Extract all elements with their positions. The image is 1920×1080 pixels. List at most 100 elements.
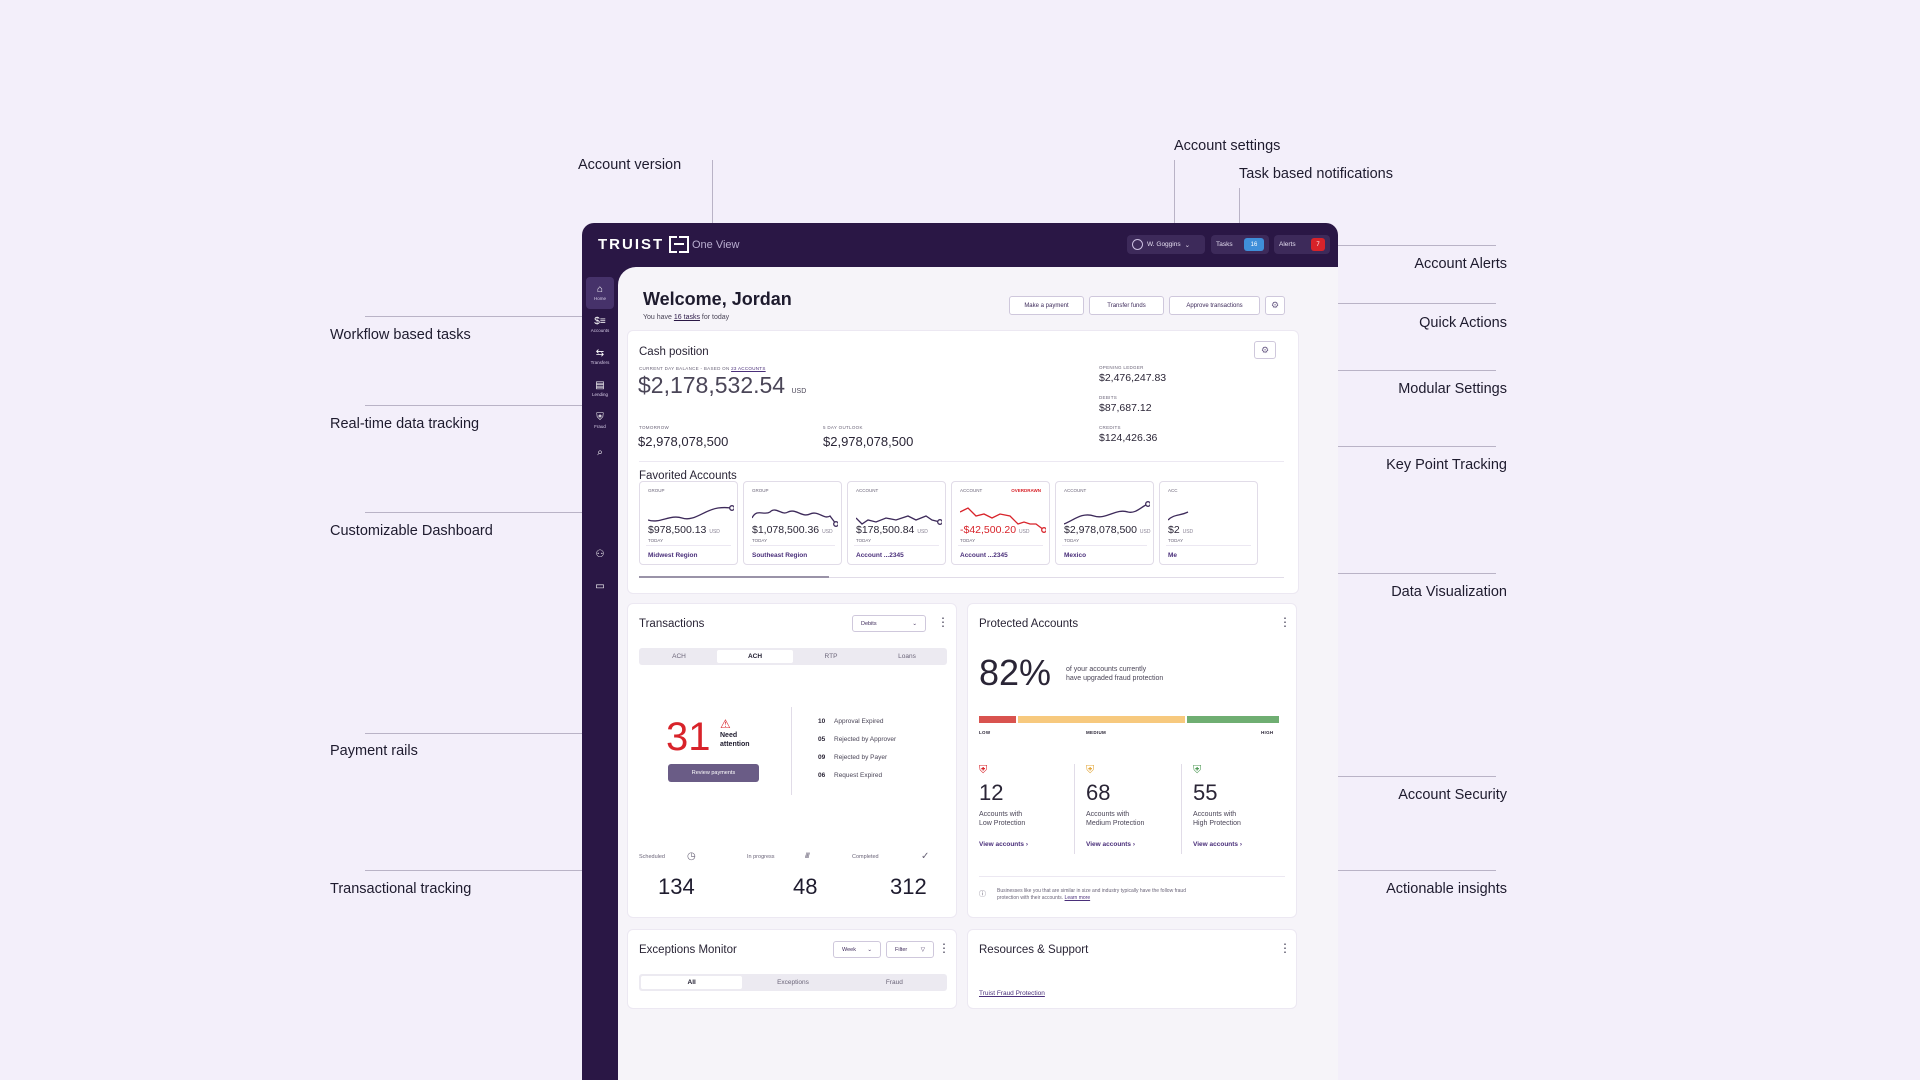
tab-fraud[interactable]: Fraud <box>885 979 903 986</box>
account-settings-button[interactable]: W. Goggins ⌄ <box>1127 235 1205 254</box>
tab-all[interactable]: All <box>641 976 743 989</box>
exception-row[interactable]: 09 Rejected by Payer <box>818 754 887 761</box>
balance-currency: USD <box>1182 529 1194 535</box>
exception-label: Request Expired <box>834 772 883 779</box>
quick-actions-settings-button[interactable]: ⚙ <box>1265 296 1285 315</box>
divider <box>750 545 835 546</box>
exception-row[interactable]: 10 Approval Expired <box>818 718 884 725</box>
period-dropdown[interactable]: Week ⌄ <box>833 941 881 958</box>
account-type: GROUP <box>648 488 665 493</box>
sidebar-item-accounts[interactable]: $≡ Accounts <box>582 309 618 341</box>
sparkline-chart <box>960 507 1046 533</box>
favorite-account-card[interactable]: ACC $2 USD TODAY Me <box>1159 481 1258 565</box>
annotation-line <box>1320 303 1496 304</box>
filter-label: Filter <box>895 946 908 953</box>
info-icon: ⓘ <box>979 891 986 898</box>
more-options-icon[interactable]: ⋮ <box>1279 615 1291 629</box>
opening-ledger-value: $2,476,247.83 <box>1099 372 1167 384</box>
sidebar-item-messages[interactable]: ▭ <box>582 571 618 603</box>
brand-name: TRUIST <box>598 236 665 253</box>
exceptions-tabs: All Exceptions Fraud <box>639 974 947 991</box>
sparkline-chart <box>1168 511 1189 521</box>
favorite-account-card[interactable]: ACCOUNT $2,978,078,500 USD TODAY Mexico <box>1055 481 1154 565</box>
outlook-value: $2,978,078,500 <box>823 434 914 449</box>
account-name-link[interactable]: Southeast Region <box>752 552 808 559</box>
alerts-button[interactable]: Alerts 7 <box>1274 235 1330 254</box>
annotation-account-alerts: Account Alerts <box>1414 256 1507 272</box>
completed-label: Completed <box>852 854 879 860</box>
account-name-link[interactable]: Account ...2345 <box>960 552 1008 559</box>
protection-label-line2: Low Protection <box>979 820 1026 827</box>
users-icon: ⚇ <box>595 549 605 560</box>
annotation-actionable: Actionable insights <box>1386 881 1507 897</box>
favorited-accounts-title: Favorited Accounts <box>639 470 737 482</box>
favorite-account-card[interactable]: ACCOUNT $178,500.84 USD TODAY Account ...23… <box>847 481 946 565</box>
view-accounts-link[interactable]: View accounts › <box>979 841 1028 848</box>
more-options-icon[interactable]: ⋮ <box>938 941 950 955</box>
protection-bar-medium <box>1018 716 1185 723</box>
make-payment-button[interactable]: Make a payment <box>1009 296 1084 315</box>
warning-icon: ⚠ <box>720 717 731 731</box>
gear-icon: ⚙ <box>1270 300 1280 310</box>
sidebar-item-search[interactable]: ⌕ <box>582 437 618 469</box>
filter-icon: ▽ <box>920 946 925 953</box>
transaction-type-dropdown[interactable]: Debits ⌄ <box>852 615 926 632</box>
account-name-link[interactable]: Me <box>1168 552 1178 559</box>
sidebar-item-transfers[interactable]: ⇆ Transfers <box>582 341 618 373</box>
approve-transactions-button[interactable]: Approve transactions <box>1169 296 1260 315</box>
review-payments-button[interactable]: Review payments <box>668 764 759 782</box>
cash-position-settings-button[interactable]: ⚙ <box>1254 341 1276 359</box>
transfer-funds-button[interactable]: Transfer funds <box>1089 296 1164 315</box>
message-icon: ▭ <box>595 581 605 592</box>
sidebar-item-lending[interactable]: ▤ Lending <box>582 373 618 405</box>
annotation-line <box>1272 776 1496 777</box>
tab-ach-1[interactable]: ACH <box>672 653 686 660</box>
medium-label: MEDIUM <box>1086 730 1107 735</box>
protection-label: Accounts with Low Protection <box>979 810 1025 828</box>
sidebar-item-home[interactable]: ⌂ Home <box>586 277 614 309</box>
sidebar-label: Home <box>593 296 606 301</box>
tasks-button[interactable]: Tasks 16 <box>1211 235 1269 254</box>
sparkline-chart <box>648 505 734 522</box>
accounts-link[interactable]: 23 ACCOUNTS <box>731 366 766 371</box>
annotation-realtime: Real-time data tracking <box>330 416 480 432</box>
balance-value: -$42,500.20 <box>960 524 1017 536</box>
learn-more-link[interactable]: Learn more <box>1064 895 1091 901</box>
sidebar-item-fraud[interactable]: ⛨ Fraud <box>582 405 618 437</box>
view-accounts-link[interactable]: View accounts › <box>1086 841 1135 848</box>
exception-row[interactable]: 06 Request Expired <box>818 772 882 779</box>
tab-loans[interactable]: Loans <box>898 653 916 660</box>
tab-exceptions[interactable]: Exceptions <box>777 979 809 986</box>
favorites-carousel[interactable]: GROUP $978,500.13 USD TODAY Midwest Region G… <box>639 331 1289 595</box>
exception-row[interactable]: 05 Rejected by Approver <box>818 736 896 743</box>
tasks-link[interactable]: 16 tasks <box>673 314 700 321</box>
tab-ach-2[interactable]: ACH <box>717 650 793 663</box>
favorite-account-card[interactable]: ACCOUNT OVERDRAWN -$42,500.20 USD TODAY Acco… <box>951 481 1050 565</box>
account-version[interactable]: One View <box>692 239 740 251</box>
protection-label-line1: Accounts with <box>979 811 1023 818</box>
annotation-line <box>712 160 713 232</box>
more-options-icon[interactable]: ⋮ <box>937 615 949 629</box>
medium-protection-shield-icon: ⛨ <box>1086 764 1095 776</box>
carousel-scroll-thumb[interactable] <box>639 576 829 578</box>
favorite-account-card[interactable]: GROUP $1,078,500.36 USD TODAY Southeast Reg… <box>743 481 842 565</box>
account-name-link[interactable]: Mexico <box>1064 552 1087 559</box>
filter-button[interactable]: Filter ▽ <box>886 941 934 958</box>
sparkline-path <box>648 506 733 522</box>
view-accounts-link[interactable]: View accounts › <box>1193 841 1242 848</box>
sidebar-item-users[interactable]: ⚇ <box>582 539 618 571</box>
tab-rtp[interactable]: RTP <box>824 653 838 660</box>
account-name-link[interactable]: Midwest Region <box>648 552 698 559</box>
account-type: ACCOUNT <box>1064 488 1087 493</box>
protected-accounts-card: Protected Accounts ⋮ 82% of your account… <box>967 603 1297 918</box>
carousel-track[interactable] <box>639 577 1284 578</box>
chevron-right-icon: › <box>1025 841 1029 848</box>
sparkline-chart <box>1064 501 1150 525</box>
truist-logo[interactable]: TRUIST <box>598 236 690 253</box>
annotation-line <box>1226 446 1496 447</box>
account-type: ACCOUNT <box>856 488 879 493</box>
more-options-icon[interactable]: ⋮ <box>1279 941 1291 955</box>
account-name-link[interactable]: Account ...2345 <box>856 552 904 559</box>
favorite-account-card[interactable]: GROUP $978,500.13 USD TODAY Midwest Region <box>639 481 738 565</box>
fraud-protection-link[interactable]: Truist Fraud Protection <box>979 990 1045 997</box>
